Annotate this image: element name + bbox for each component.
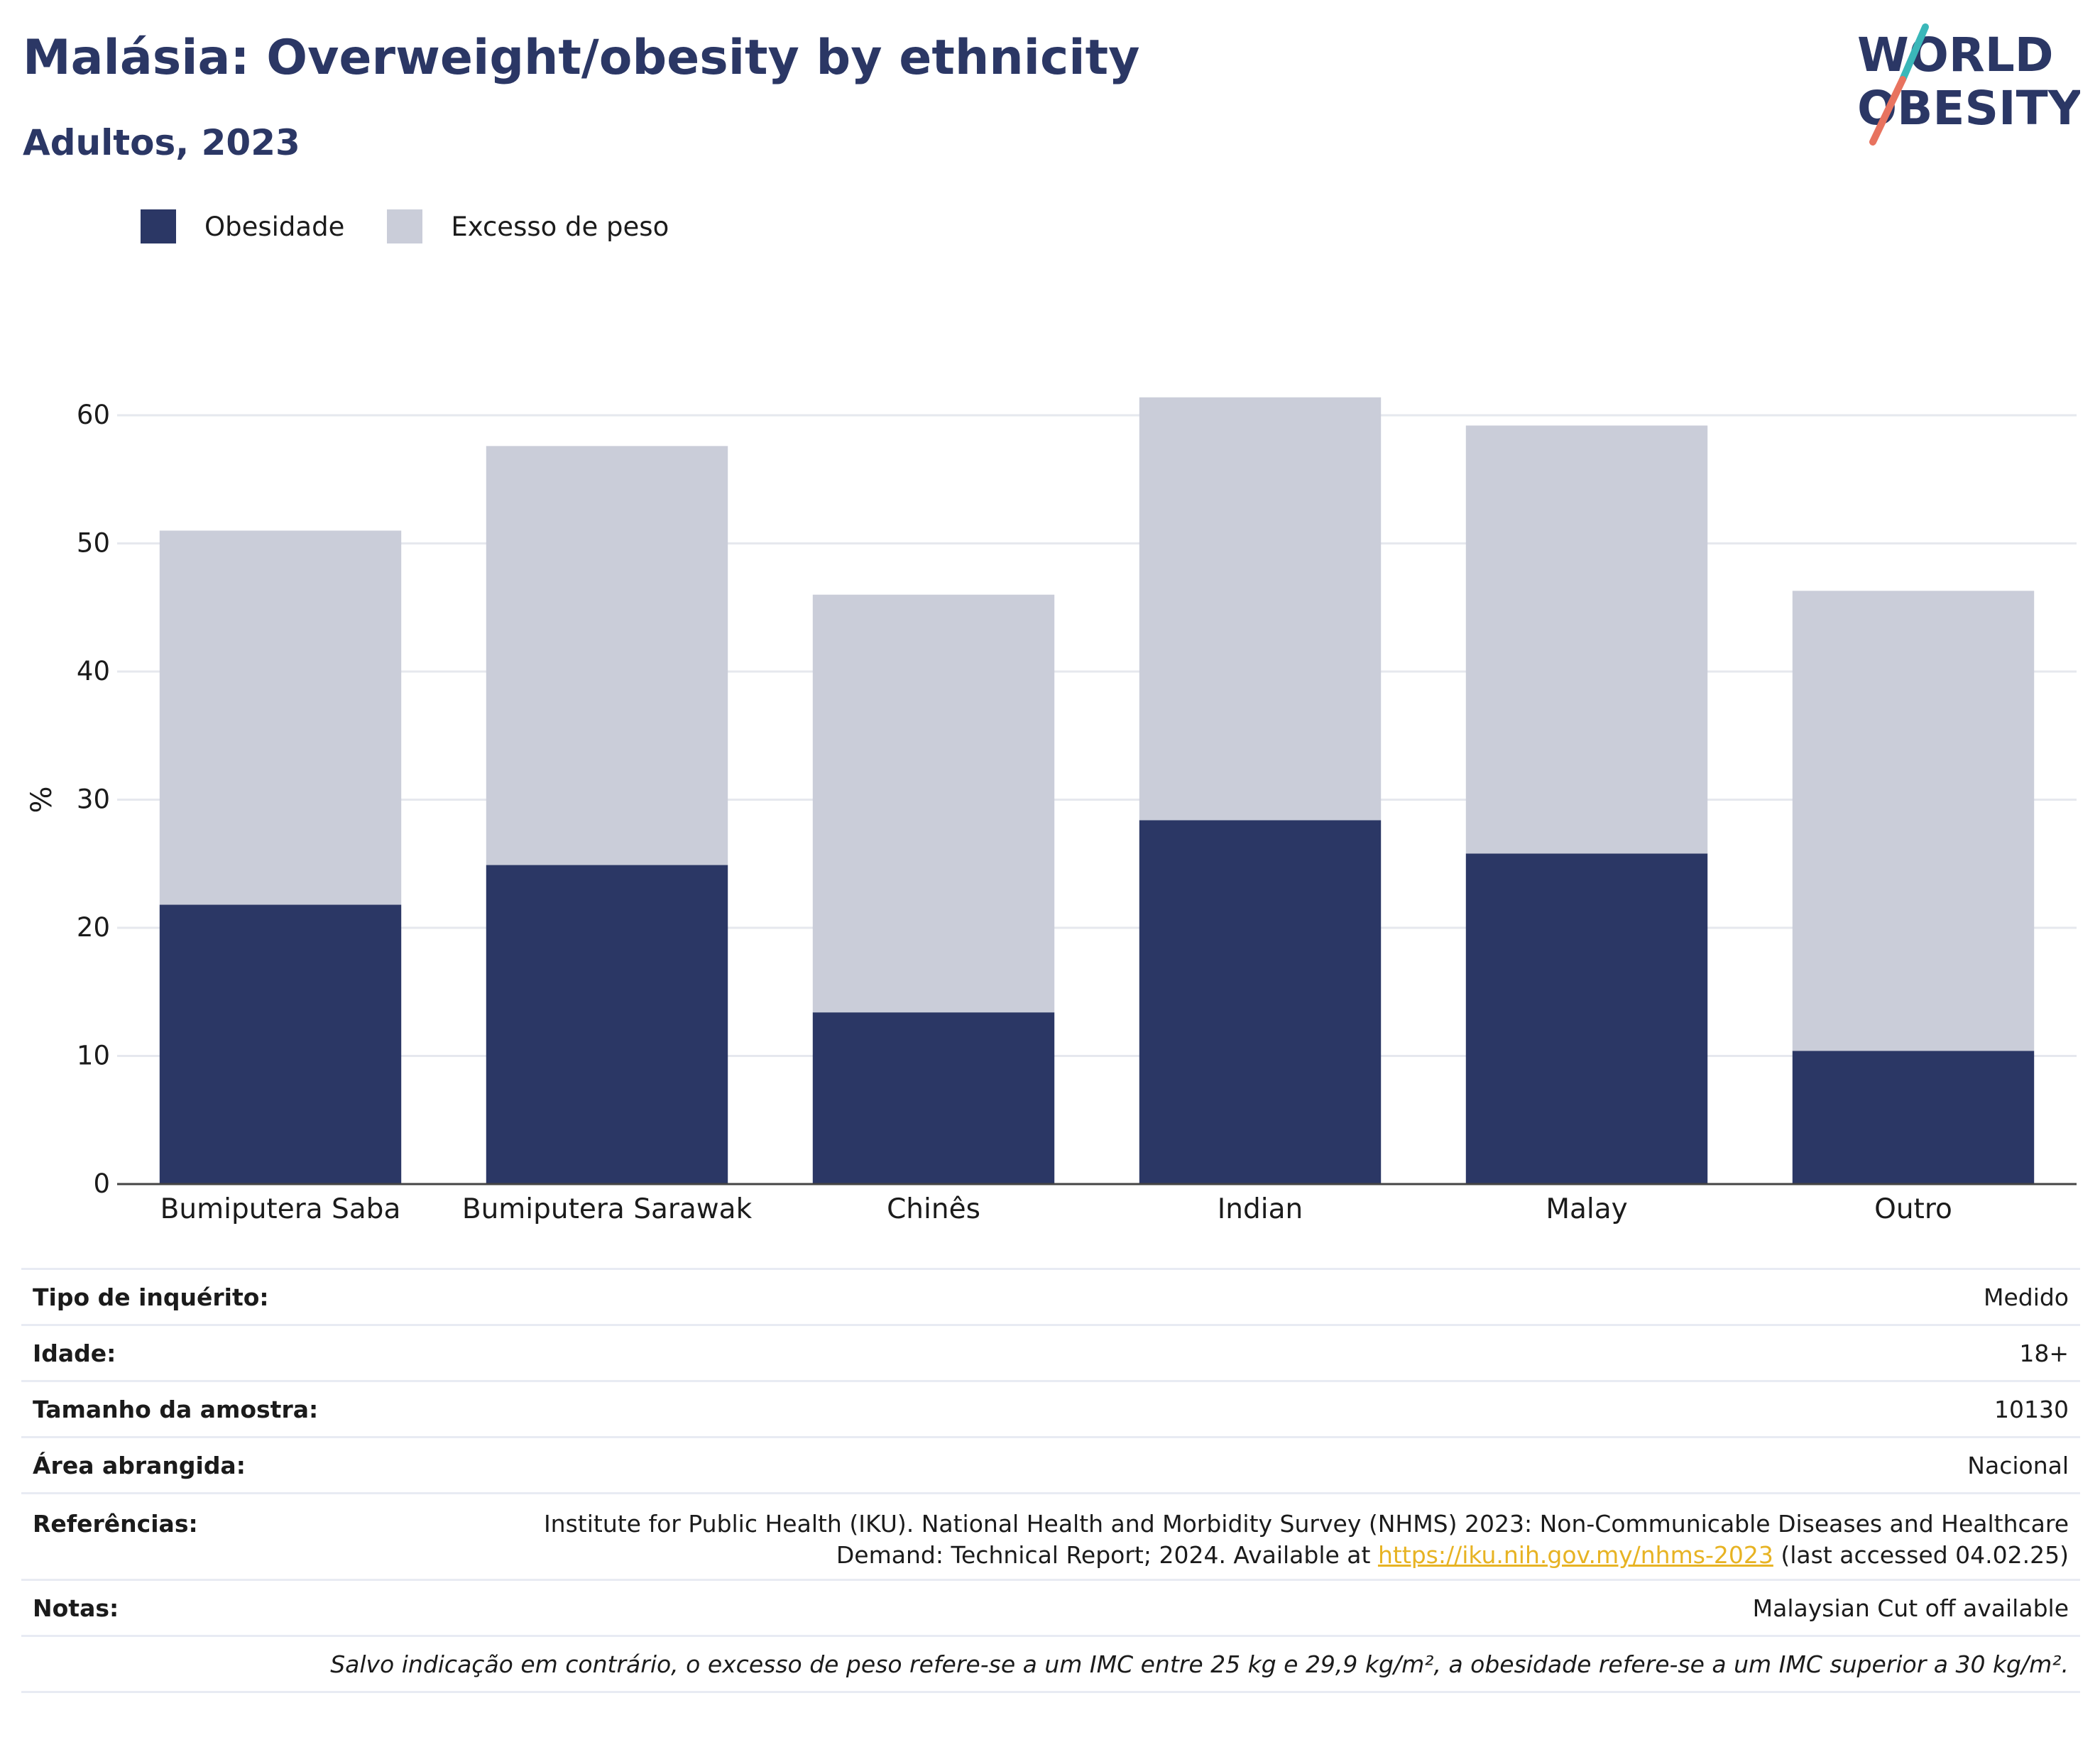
reference-link[interactable]: https://iku.nih.gov.my/nhms-2023 xyxy=(1377,1541,1773,1569)
y-tick-label: 0 xyxy=(93,1168,110,1199)
bar-obesity xyxy=(159,904,402,1184)
reference-line-2-prefix: Demand: Technical Report; 2024. Availabl… xyxy=(836,1541,1378,1569)
info-row-area: Área abrangida: Nacional xyxy=(21,1436,2080,1494)
reference-line-1: Institute for Public Health (IKU). Natio… xyxy=(543,1510,2069,1538)
bar-obesity xyxy=(1465,853,1708,1184)
x-tick-label: Chinês xyxy=(887,1193,980,1225)
info-label: Referências: xyxy=(21,1492,363,1580)
info-row-footnote: Salvo indicação em contrário, o excesso … xyxy=(21,1635,2080,1693)
info-value: Medido xyxy=(363,1268,2080,1325)
logo-word-world: WORLD xyxy=(1857,28,2054,82)
info-row-sample-size: Tamanho da amostra: 10130 xyxy=(21,1380,2080,1437)
info-row-references: Referências: Institute for Public Health… xyxy=(21,1492,2080,1580)
x-tick-label: Outro xyxy=(1874,1193,1952,1225)
bar-overweight xyxy=(1465,425,1708,854)
info-value: Malaysian Cut off available xyxy=(363,1579,2080,1636)
info-value: Nacional xyxy=(363,1436,2080,1494)
legend-item-obesity[interactable]: Obesidade xyxy=(141,209,344,243)
bmi-footnote: Salvo indicação em contrário, o excesso … xyxy=(21,1635,2080,1693)
stacked-bar-chart: 0 10 20 30 40 50 60 Bumiputera Saba Bumiputera S… xyxy=(26,397,2077,1225)
x-tick-label: Bumiputera Saba xyxy=(160,1193,401,1225)
y-tick-label: 50 xyxy=(77,528,110,559)
logo-slash-coral xyxy=(1869,76,1906,146)
bar-obesity xyxy=(486,865,728,1184)
bar-obesity xyxy=(812,1012,1055,1184)
info-value: 10130 xyxy=(363,1380,2080,1437)
info-label: Tamanho da amostra: xyxy=(21,1380,363,1437)
bar-overweight xyxy=(486,446,728,865)
x-tick-label: Malay xyxy=(1546,1193,1627,1225)
legend-item-overweight[interactable]: Excesso de peso xyxy=(387,209,669,243)
y-axis-title: % xyxy=(26,786,58,813)
survey-info-table: Tipo de inquérito: Medido Idade: 18+ Tam… xyxy=(21,1268,2080,1693)
bar-overweight xyxy=(159,530,402,905)
x-tick-label: Bumiputera Sarawak xyxy=(462,1193,753,1225)
chart-title: Malásia: Overweight/obesity by ethnicity xyxy=(23,30,1140,86)
bar-overweight xyxy=(812,594,1055,1013)
legend-swatch-overweight xyxy=(387,209,423,243)
world-obesity-logo: WORLD OBESITY xyxy=(1857,23,2080,146)
info-value: 18+ xyxy=(363,1324,2080,1381)
logo-slash-teal xyxy=(1899,23,1929,83)
info-row-age: Idade: 18+ xyxy=(21,1324,2080,1381)
y-tick-label: 10 xyxy=(77,1041,110,1071)
info-label: Idade: xyxy=(21,1324,363,1381)
reference-text: Institute for Public Health (IKU). Natio… xyxy=(363,1492,2080,1580)
info-label: Área abrangida: xyxy=(21,1436,363,1494)
y-tick-label: 60 xyxy=(77,400,110,430)
y-tick-label: 40 xyxy=(77,656,110,686)
bar-overweight xyxy=(1139,397,1382,821)
bar-obesity xyxy=(1139,820,1382,1184)
chart-subtitle: Adultos, 2023 xyxy=(23,122,300,163)
info-label: Notas: xyxy=(21,1579,363,1636)
bar-obesity xyxy=(1792,1051,2035,1184)
legend-label-obesity: Obesidade xyxy=(204,211,345,242)
x-tick-label: Indian xyxy=(1218,1193,1303,1225)
info-row-survey-type: Tipo de inquérito: Medido xyxy=(21,1268,2080,1325)
reference-line-2-suffix: (last accessed 04.02.25) xyxy=(1773,1541,2069,1569)
chart-legend: Obesidade Excesso de peso xyxy=(141,209,711,243)
y-tick-label: 30 xyxy=(77,784,110,815)
bar-overweight xyxy=(1792,591,2035,1051)
legend-label-overweight: Excesso de peso xyxy=(451,211,669,242)
info-label: Tipo de inquérito: xyxy=(21,1268,363,1325)
legend-swatch-obesity xyxy=(141,209,176,243)
info-row-notes: Notas: Malaysian Cut off available xyxy=(21,1579,2080,1636)
y-tick-label: 20 xyxy=(77,912,110,943)
